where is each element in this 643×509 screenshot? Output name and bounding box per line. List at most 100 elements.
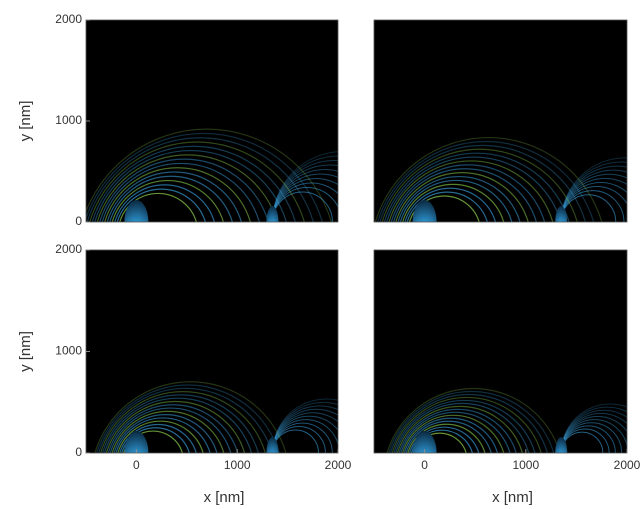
y-tick-label: 1000 — [55, 344, 82, 358]
y-axis-label: y [nm] — [17, 101, 34, 142]
fringe — [98, 387, 273, 453]
wave-pattern — [86, 128, 338, 222]
y-tick-label: 0 — [75, 445, 82, 459]
fringe — [403, 417, 499, 453]
fringe — [560, 157, 627, 222]
fringe — [271, 160, 338, 222]
fringe — [560, 416, 627, 453]
fringe — [560, 409, 627, 453]
fringe — [389, 393, 549, 453]
fringe — [379, 144, 587, 222]
fringe — [560, 173, 627, 222]
source-glow — [124, 200, 149, 222]
fringe — [402, 183, 505, 222]
fringe — [398, 408, 517, 453]
plot-area — [86, 20, 338, 222]
fringe — [86, 128, 332, 222]
fringe — [392, 168, 537, 222]
fringe — [109, 175, 233, 222]
source-glow — [412, 200, 437, 222]
source-glow — [124, 431, 149, 453]
source-glow — [555, 206, 568, 222]
fringe — [103, 397, 253, 453]
x-tick-label: 1000 — [512, 458, 539, 472]
fringe — [271, 173, 338, 222]
fringe — [377, 140, 595, 222]
fringe — [400, 411, 511, 453]
fringe — [91, 145, 296, 222]
fringe — [395, 402, 530, 453]
fringe — [271, 419, 338, 453]
plot-area — [374, 250, 627, 453]
fringe — [111, 179, 224, 222]
fringe — [100, 391, 266, 453]
y-tick-label: 2000 — [55, 12, 82, 26]
fringe — [89, 141, 305, 222]
x-tick-label: 0 — [421, 458, 428, 472]
fringe — [113, 414, 218, 453]
fringe — [391, 396, 542, 453]
fringe — [99, 158, 269, 222]
fringe — [390, 164, 546, 222]
fringe — [395, 172, 529, 222]
fringe — [271, 169, 338, 222]
fringe — [399, 179, 513, 222]
fringe — [402, 414, 505, 453]
fringe — [386, 387, 561, 453]
fringe — [405, 420, 492, 453]
fringe — [105, 400, 246, 453]
fringe — [106, 171, 242, 222]
fringe — [271, 187, 338, 222]
fringe — [101, 394, 259, 453]
wave-pattern — [94, 381, 338, 453]
y-axis-label: y [nm] — [17, 331, 34, 372]
fringe — [86, 137, 314, 222]
fringe — [111, 410, 225, 453]
fringe — [383, 152, 570, 222]
fringe — [560, 403, 627, 453]
fringe — [407, 423, 486, 453]
fringe — [388, 390, 555, 453]
fringe — [374, 136, 603, 222]
fringe — [393, 399, 536, 453]
wave-pattern — [386, 387, 627, 453]
x-tick-label: 1000 — [224, 458, 251, 472]
fringe — [560, 186, 627, 222]
x-tick-label: 2000 — [614, 458, 641, 472]
fringe — [114, 184, 215, 222]
fringe — [388, 160, 554, 222]
fringe — [271, 405, 338, 453]
y-tick-label: 1000 — [55, 113, 82, 127]
fringe — [116, 188, 206, 222]
fringe — [117, 420, 204, 453]
source-glow — [555, 437, 568, 453]
x-axis-label: x [nm] — [204, 489, 245, 506]
fringe — [115, 417, 211, 453]
y-tick-label: 0 — [75, 214, 82, 228]
fringe — [381, 148, 578, 222]
fringe — [404, 187, 497, 222]
fringe — [386, 156, 562, 222]
fringe — [396, 405, 524, 453]
fringe — [104, 167, 251, 222]
source-glow — [412, 431, 437, 453]
x-tick-label: 0 — [133, 458, 140, 472]
fringe — [101, 162, 260, 222]
fringe — [560, 177, 627, 222]
fringe — [560, 165, 627, 222]
source-glow — [266, 437, 279, 453]
fringe — [271, 155, 338, 222]
fringe — [560, 181, 627, 222]
frame — [373, 19, 628, 223]
fringe — [271, 408, 338, 453]
fringe — [560, 419, 627, 453]
fringe — [86, 132, 323, 222]
fringe — [271, 412, 338, 453]
fringe — [94, 381, 287, 453]
fringe — [109, 407, 232, 453]
fringe — [271, 178, 338, 222]
fringe — [94, 150, 287, 222]
fringe — [271, 401, 338, 453]
y-tick-label: 2000 — [55, 242, 82, 256]
